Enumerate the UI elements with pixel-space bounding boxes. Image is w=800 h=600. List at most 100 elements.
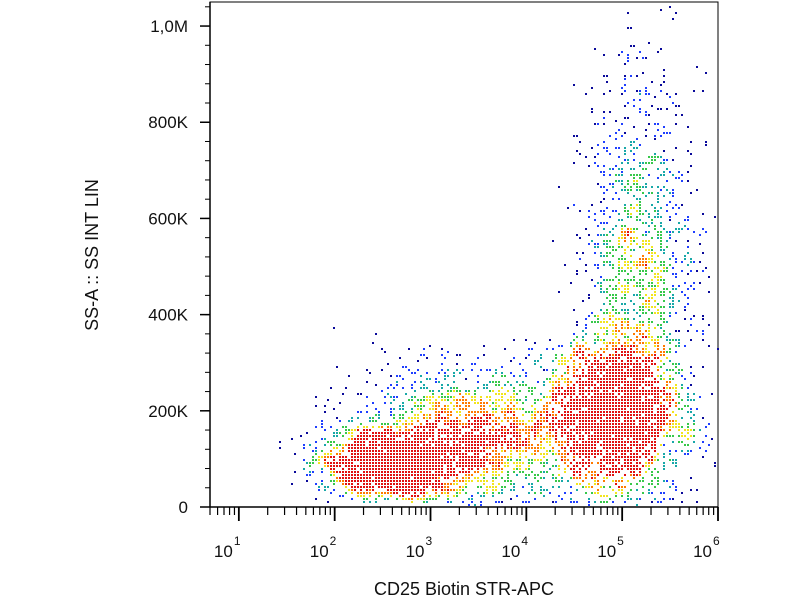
data-point <box>654 432 656 434</box>
data-point <box>594 264 596 266</box>
data-point <box>348 420 350 422</box>
data-point <box>648 399 650 401</box>
data-point <box>642 255 644 257</box>
data-point <box>549 435 551 437</box>
data-point <box>657 303 659 305</box>
data-point <box>348 489 350 491</box>
data-point <box>660 222 662 224</box>
data-point <box>363 477 365 479</box>
data-point <box>465 474 467 476</box>
data-point <box>453 480 455 482</box>
data-point <box>564 468 566 470</box>
data-point <box>672 423 674 425</box>
data-point <box>480 441 482 443</box>
data-point <box>531 462 533 464</box>
data-point <box>618 129 620 131</box>
x-axis-title: CD25 Biotin STR-APC <box>374 579 554 599</box>
data-point <box>348 468 350 470</box>
data-point <box>660 402 662 404</box>
data-point <box>534 453 536 455</box>
data-point <box>624 378 626 380</box>
data-point <box>432 408 434 410</box>
data-point <box>390 489 392 491</box>
data-point <box>348 459 350 461</box>
data-point <box>633 105 635 107</box>
data-point <box>627 189 629 191</box>
data-point <box>471 399 473 401</box>
data-point <box>624 459 626 461</box>
data-point <box>333 474 335 476</box>
data-point <box>351 498 353 500</box>
data-point <box>600 402 602 404</box>
data-point <box>666 399 668 401</box>
data-point <box>669 402 671 404</box>
data-point <box>630 141 632 143</box>
data-point <box>600 426 602 428</box>
data-point <box>603 390 605 392</box>
data-point <box>393 441 395 443</box>
data-point <box>591 477 593 479</box>
data-point <box>552 360 554 362</box>
data-point <box>573 474 575 476</box>
data-point <box>618 156 620 158</box>
data-point <box>372 435 374 437</box>
data-point <box>429 429 431 431</box>
data-point <box>591 372 593 374</box>
data-point <box>693 423 695 425</box>
data-point <box>378 432 380 434</box>
data-point <box>402 471 404 473</box>
data-point <box>579 387 581 389</box>
data-point <box>480 480 482 482</box>
data-point <box>570 435 572 437</box>
data-point <box>606 243 608 245</box>
data-point <box>612 363 614 365</box>
data-point <box>609 183 611 185</box>
data-point <box>630 450 632 452</box>
data-point <box>375 462 377 464</box>
data-point <box>582 447 584 449</box>
data-point <box>555 414 557 416</box>
data-point <box>561 420 563 422</box>
data-point <box>363 435 365 437</box>
x-tick-exponent: 5 <box>617 534 624 548</box>
data-point <box>591 321 593 323</box>
data-point <box>615 399 617 401</box>
data-point <box>582 351 584 353</box>
data-point <box>618 198 620 200</box>
data-point <box>378 459 380 461</box>
data-point <box>363 426 365 428</box>
data-point <box>402 366 404 368</box>
data-point <box>381 447 383 449</box>
data-point <box>477 357 479 359</box>
data-point <box>663 174 665 176</box>
data-point <box>576 477 578 479</box>
data-point <box>669 378 671 380</box>
data-point <box>474 393 476 395</box>
data-point <box>417 414 419 416</box>
data-point <box>588 414 590 416</box>
data-point <box>651 312 653 314</box>
data-point <box>627 159 629 161</box>
data-point <box>645 330 647 332</box>
data-point <box>603 480 605 482</box>
data-point <box>600 372 602 374</box>
data-point <box>465 450 467 452</box>
data-point <box>687 252 689 254</box>
data-point <box>369 480 371 482</box>
data-point <box>687 246 689 248</box>
data-point <box>483 387 485 389</box>
data-point <box>609 396 611 398</box>
data-point <box>660 318 662 320</box>
data-point <box>624 303 626 305</box>
data-point <box>291 438 293 440</box>
data-point <box>396 435 398 437</box>
data-point <box>492 480 494 482</box>
data-point <box>606 81 608 83</box>
data-point <box>603 432 605 434</box>
data-point <box>675 372 677 374</box>
data-point <box>624 189 626 191</box>
data-point <box>594 369 596 371</box>
data-point <box>405 468 407 470</box>
data-point <box>681 180 683 182</box>
data-point <box>435 483 437 485</box>
